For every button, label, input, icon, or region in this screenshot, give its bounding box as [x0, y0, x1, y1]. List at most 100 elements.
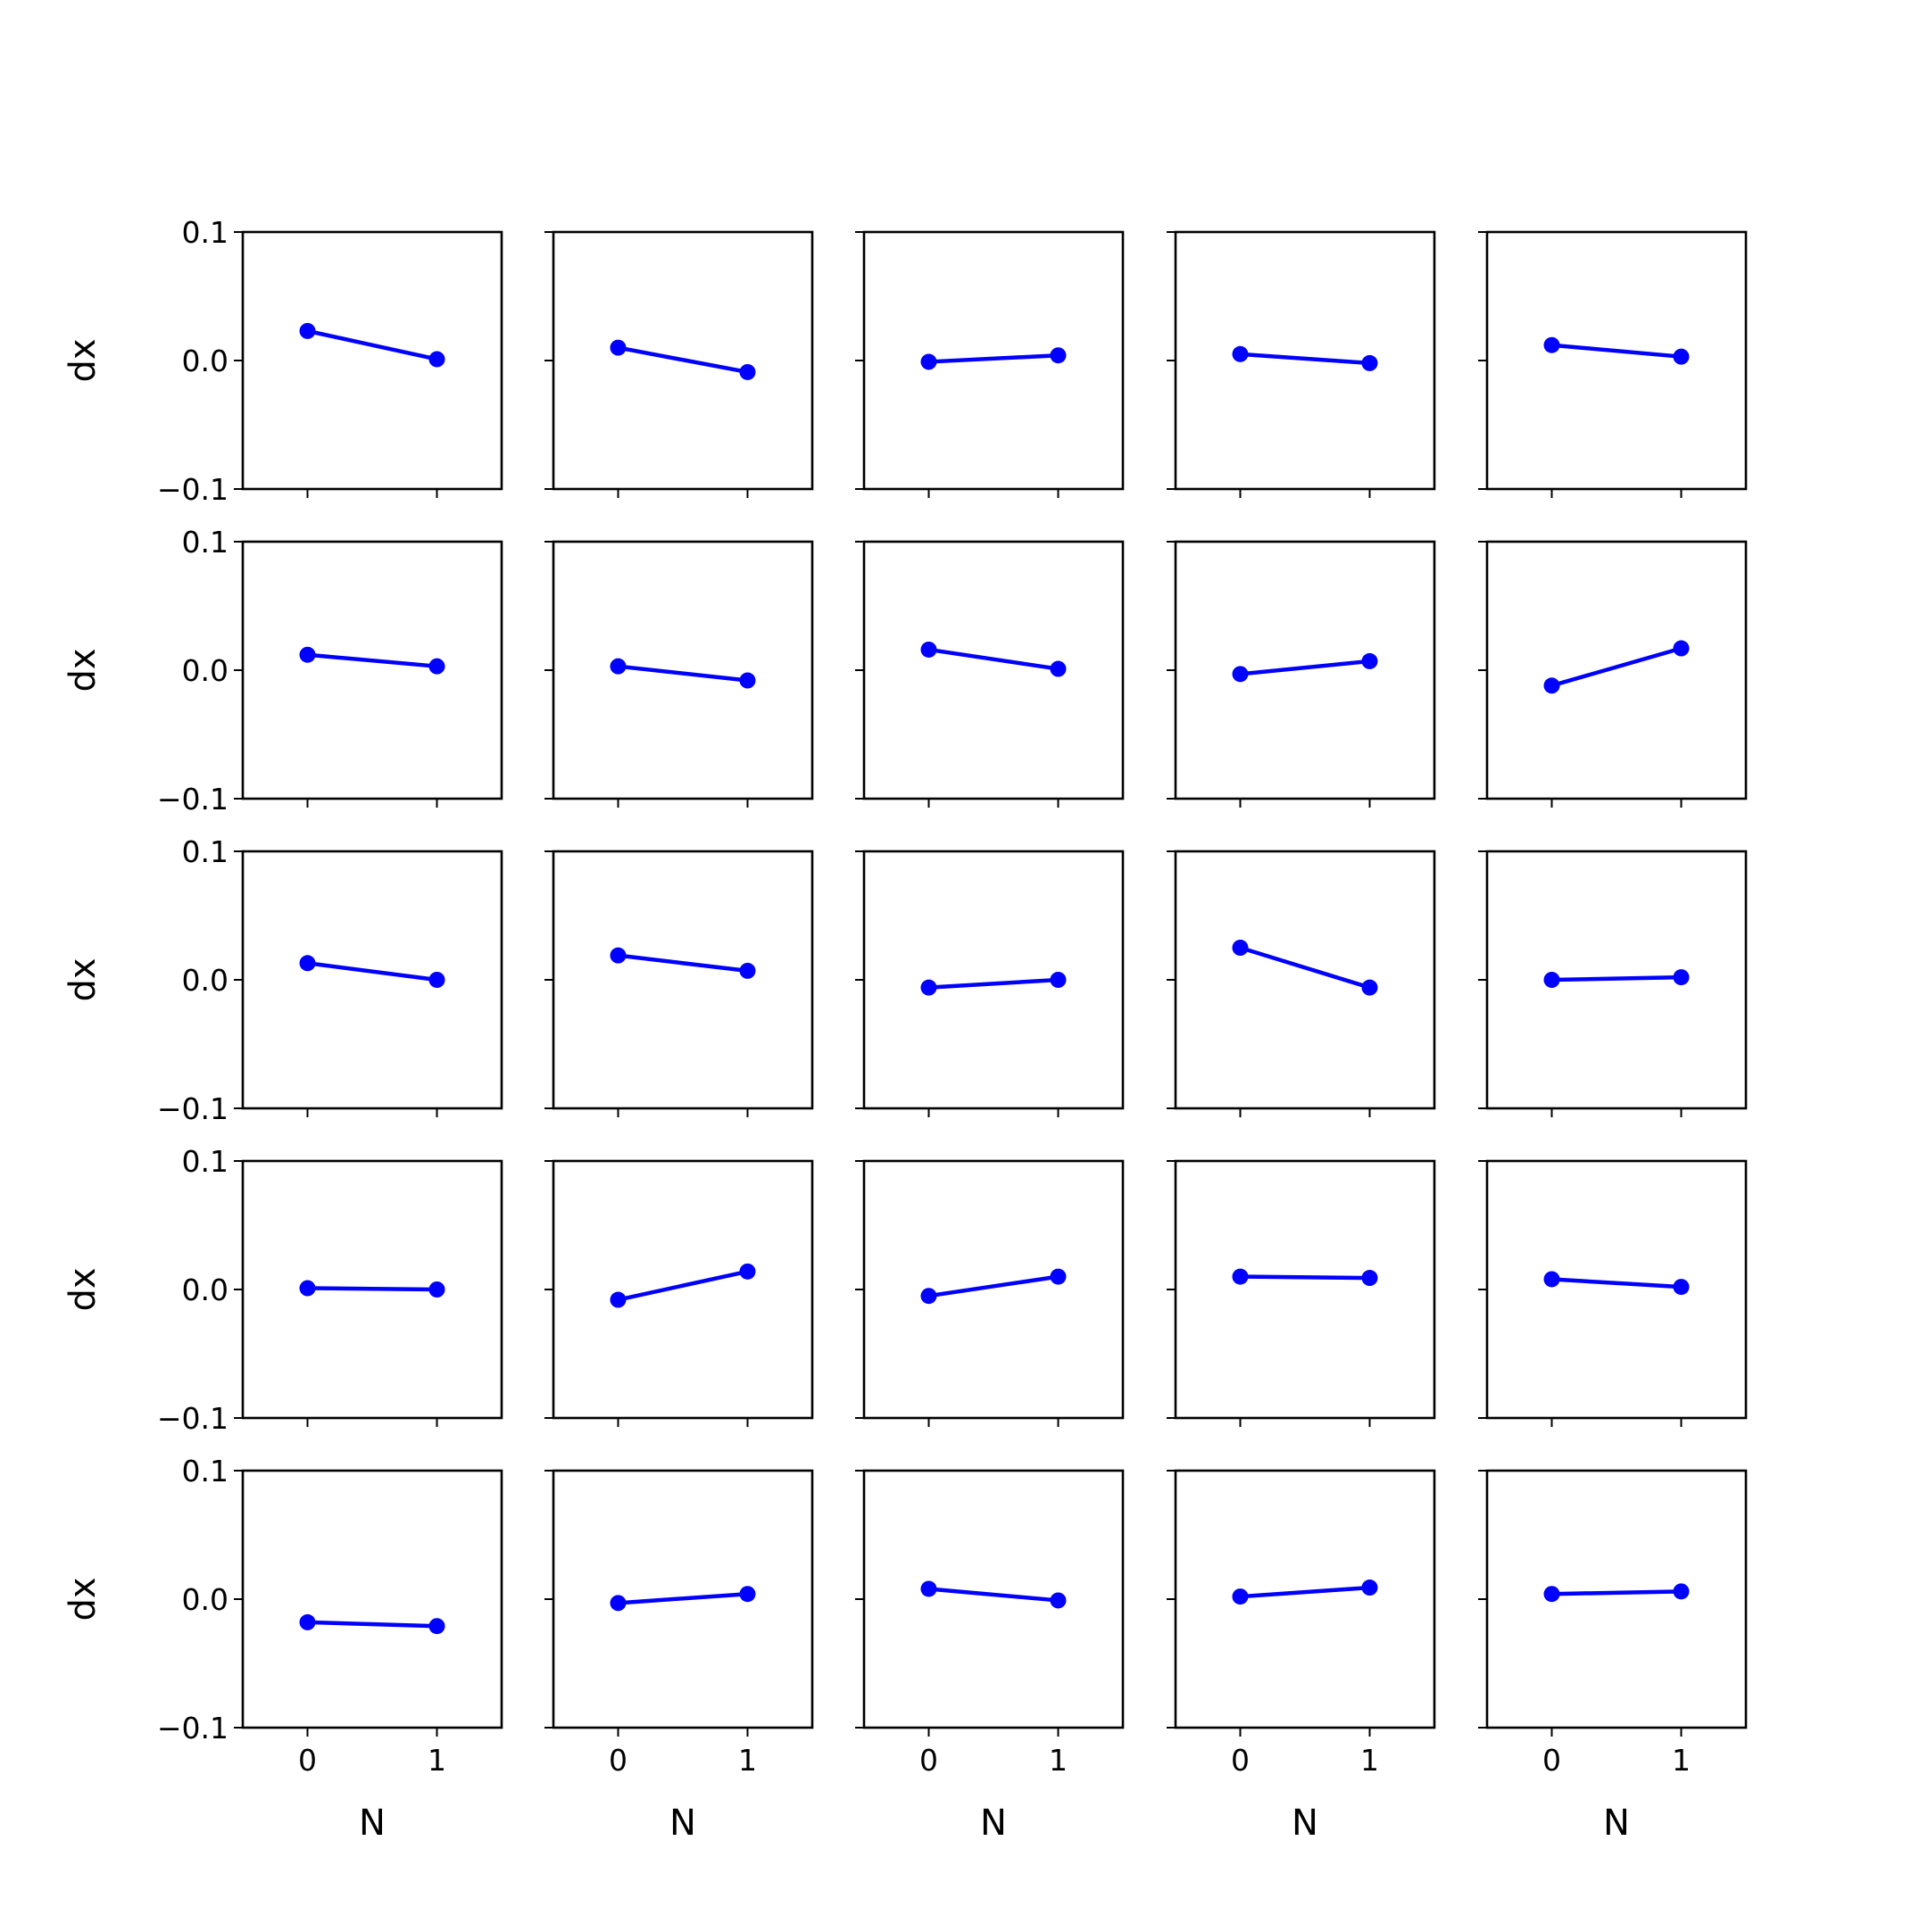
data-point-0-2-0 — [920, 353, 937, 370]
x-tick-label-1-1: 1 — [738, 1743, 757, 1778]
data-point-1-2-0 — [920, 641, 937, 658]
y-tick-label-0-2: −0.1 — [157, 472, 229, 507]
data-point-4-4-0 — [1543, 1586, 1560, 1603]
y-axis-label-2: dx — [62, 958, 104, 1001]
data-point-2-4-0 — [1543, 972, 1560, 988]
axes-frame-3-4 — [1485, 1159, 1748, 1420]
series-line-0-0 — [307, 328, 437, 361]
series-line-1-1 — [618, 664, 748, 683]
axes-frame-1-0 — [241, 540, 503, 800]
y-tick-label-1-1: 0.0 — [182, 653, 229, 688]
series-line-0-1 — [618, 345, 748, 375]
y-tick-label-1-2: −0.1 — [157, 782, 229, 817]
axes-frame-4-3 — [1174, 1469, 1436, 1729]
data-point-3-4-0 — [1543, 1271, 1560, 1288]
data-point-2-3-1 — [1361, 979, 1378, 996]
data-point-1-1-0 — [610, 658, 627, 675]
x-axis-label-2: N — [980, 1803, 1007, 1844]
data-point-0-1-0 — [610, 339, 627, 356]
series-line-4-4 — [1551, 1589, 1682, 1596]
x-tick-label-3-0: 0 — [1231, 1743, 1250, 1778]
axes-frame-2-3 — [1174, 850, 1436, 1110]
series-line-4-1 — [618, 1591, 748, 1605]
x-tick-label-1-0: 0 — [609, 1743, 627, 1778]
data-point-1-1-1 — [739, 672, 756, 689]
data-point-0-0-0 — [299, 322, 316, 339]
data-point-2-1-0 — [610, 947, 627, 964]
axes-frame-4-0 — [241, 1469, 503, 1729]
data-point-3-4-1 — [1673, 1279, 1690, 1296]
y-tick-label-3-2: −0.1 — [157, 1401, 229, 1436]
data-point-3-2-1 — [1050, 1268, 1067, 1285]
x-tick-label-0-0: 0 — [298, 1743, 317, 1778]
data-point-1-4-0 — [1543, 677, 1560, 694]
x-tick-label-4-0: 0 — [1542, 1743, 1561, 1778]
y-axis-label-4: dx — [62, 1577, 104, 1621]
y-axis-label-3: dx — [62, 1267, 104, 1311]
data-point-4-0-0 — [299, 1613, 316, 1630]
series-line-3-4 — [1551, 1277, 1682, 1289]
y-axis-label-0: dx — [62, 338, 104, 382]
data-point-3-1-0 — [610, 1291, 627, 1308]
series-line-3-3 — [1240, 1274, 1370, 1281]
data-point-0-1-1 — [739, 363, 756, 380]
data-point-4-3-1 — [1361, 1580, 1378, 1596]
y-tick-label-2-0: 0.1 — [182, 834, 229, 869]
data-point-3-3-0 — [1232, 1268, 1249, 1285]
axes-frame-3-3 — [1174, 1159, 1436, 1420]
y-tick-label-0-0: 0.1 — [182, 215, 229, 250]
data-point-1-0-0 — [299, 646, 316, 663]
axes-frame-0-4 — [1485, 230, 1748, 491]
series-line-4-0 — [307, 1620, 437, 1629]
data-point-0-4-1 — [1673, 348, 1690, 365]
series-line-3-2 — [928, 1274, 1059, 1298]
data-point-2-0-1 — [428, 972, 445, 988]
data-point-0-0-1 — [428, 351, 445, 368]
x-tick-label-2-0: 0 — [919, 1743, 938, 1778]
y-tick-label-2-1: 0.0 — [182, 963, 229, 998]
axes-frame-1-1 — [552, 540, 814, 800]
y-tick-label-3-1: 0.0 — [182, 1273, 229, 1307]
x-axis-label-4: N — [1603, 1803, 1630, 1844]
data-point-1-3-1 — [1361, 652, 1378, 669]
axes-frame-0-0 — [241, 230, 503, 491]
x-tick-label-2-1: 1 — [1049, 1743, 1068, 1778]
y-axis-label-1: dx — [62, 648, 104, 692]
series-line-2-1 — [618, 953, 748, 974]
series-line-2-0 — [307, 961, 437, 983]
series-line-0-3 — [1240, 352, 1370, 366]
y-tick-label-3-0: 0.1 — [182, 1144, 229, 1179]
data-point-2-3-0 — [1232, 940, 1249, 956]
series-line-1-0 — [307, 652, 437, 668]
x-axis-label-1: N — [669, 1803, 696, 1844]
series-line-1-4 — [1550, 646, 1683, 688]
data-point-1-2-1 — [1050, 660, 1067, 677]
data-point-0-2-1 — [1050, 347, 1067, 364]
y-tick-label-4-0: 0.1 — [182, 1454, 229, 1488]
data-point-1-0-1 — [428, 658, 445, 675]
x-axis-label-0: N — [359, 1803, 386, 1844]
axes-frame-3-2 — [862, 1159, 1125, 1420]
data-point-3-2-0 — [920, 1288, 937, 1305]
axes-frame-4-2 — [862, 1469, 1125, 1729]
axes-frame-1-4 — [1485, 540, 1748, 800]
data-point-4-3-0 — [1232, 1588, 1249, 1605]
y-tick-label-2-2: −0.1 — [157, 1091, 229, 1126]
series-line-2-3 — [1239, 945, 1371, 990]
y-tick-label-0-1: 0.0 — [182, 344, 229, 378]
data-point-3-3-1 — [1361, 1270, 1378, 1287]
series-line-1-2 — [928, 647, 1059, 671]
data-point-2-1-1 — [739, 962, 756, 979]
data-point-3-1-1 — [739, 1263, 756, 1280]
series-line-2-2 — [928, 977, 1059, 990]
x-tick-label-0-1: 1 — [428, 1743, 446, 1778]
data-point-0-3-1 — [1361, 354, 1378, 371]
x-tick-label-3-1: 1 — [1360, 1743, 1379, 1778]
series-line-3-1 — [618, 1269, 748, 1302]
data-point-2-4-1 — [1673, 969, 1690, 986]
series-line-4-2 — [928, 1587, 1059, 1603]
data-point-1-3-0 — [1232, 666, 1249, 683]
y-tick-label-4-1: 0.0 — [182, 1582, 229, 1617]
axes-frame-2-0 — [241, 850, 503, 1110]
